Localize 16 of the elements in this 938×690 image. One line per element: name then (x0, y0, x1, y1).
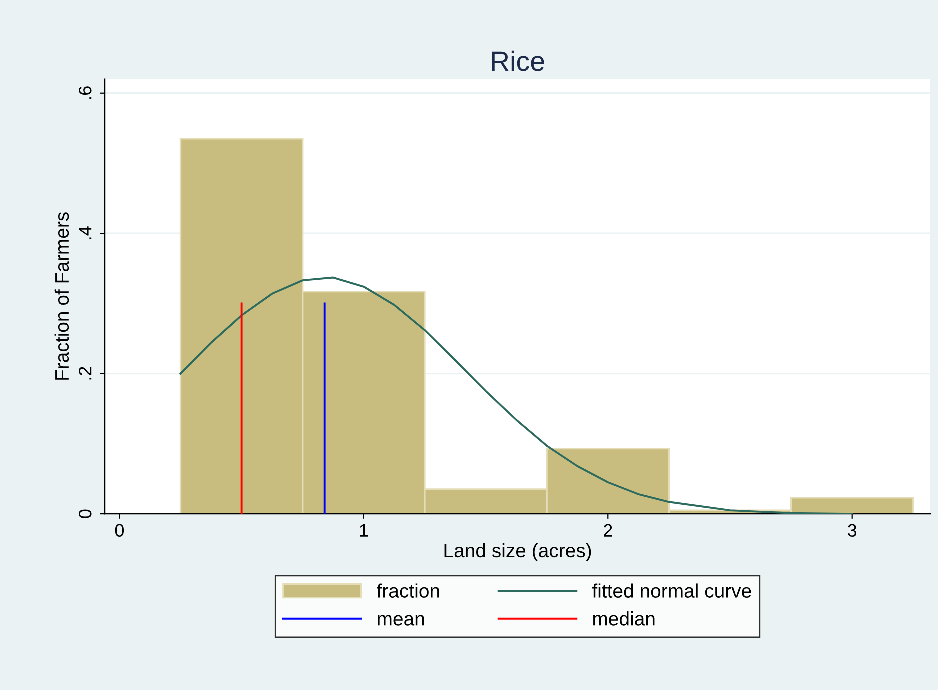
legend-label: mean (378, 615, 424, 626)
y-tick-label: .6 (78, 86, 92, 100)
x-axis-title: Land size (acres) (444, 543, 592, 562)
line-series (180, 276, 854, 514)
x-tick-label: 1 (360, 524, 368, 537)
x-tick-label: 2 (604, 524, 612, 537)
x-tick-label: 3 (848, 524, 857, 538)
x-tick-label: 0 (115, 524, 124, 538)
chart-title: Rice (492, 50, 544, 72)
legend-label: median (593, 612, 655, 626)
y-tick-label: .4 (79, 226, 92, 240)
y-axis-title: Fraction of Farmers (54, 212, 70, 380)
y-tick-label: .2 (78, 367, 92, 380)
legend-label: fraction (377, 584, 440, 598)
legend-label: fitted normal curve (592, 584, 752, 598)
y-tick-label: 0 (78, 510, 92, 518)
